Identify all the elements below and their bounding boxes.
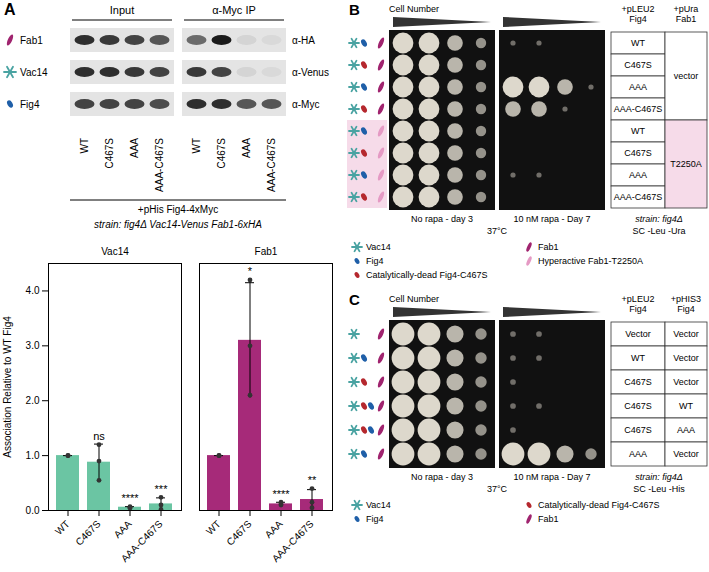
svg-text:No rapa - day 3: No rapa - day 3 xyxy=(411,214,473,224)
svg-text:AAA-C467S: AAA-C467S xyxy=(270,518,316,564)
svg-text:+pHis Fig4-4xMyc: +pHis Fig4-4xMyc xyxy=(138,204,218,215)
svg-text:WT: WT xyxy=(631,38,645,48)
svg-text:WT: WT xyxy=(679,401,693,411)
svg-text:Vector: Vector xyxy=(673,377,699,387)
svg-text:Vector: Vector xyxy=(673,329,699,339)
svg-text:Vac14: Vac14 xyxy=(101,246,129,257)
svg-text:Association Relative to WT Fig: Association Relative to WT Fig4 xyxy=(2,316,13,458)
svg-text:Vector: Vector xyxy=(625,329,651,339)
svg-text:Vector: Vector xyxy=(673,449,699,459)
svg-text:strain: fig4Δ: strain: fig4Δ xyxy=(635,472,683,482)
svg-text:3.0: 3.0 xyxy=(26,340,40,351)
svg-text:WT: WT xyxy=(79,138,90,154)
svg-text:Catalytically-dead Fig4-C467S: Catalytically-dead Fig4-C467S xyxy=(538,500,660,510)
svg-text:****: **** xyxy=(272,488,290,500)
svg-text:strain: fig4Δ Vac14-Venus Fab1: strain: fig4Δ Vac14-Venus Fab1-6xHA xyxy=(94,219,262,230)
svg-text:Fab1: Fab1 xyxy=(538,514,559,524)
svg-text:AAA-C467S: AAA-C467S xyxy=(614,104,663,114)
svg-text:4.0: 4.0 xyxy=(26,285,40,296)
svg-text:AAA-C467S: AAA-C467S xyxy=(614,192,663,202)
svg-text:Vac14: Vac14 xyxy=(366,242,391,252)
svg-text:α-Myc IP: α-Myc IP xyxy=(212,4,256,16)
svg-text:strain: fig4Δ: strain: fig4Δ xyxy=(635,214,683,224)
svg-text:Fab1: Fab1 xyxy=(20,35,43,46)
svg-text:AAA: AAA xyxy=(129,138,140,158)
svg-text:AAA: AAA xyxy=(241,138,252,158)
svg-text:AAA: AAA xyxy=(263,518,285,540)
svg-text:Fig4: Fig4 xyxy=(20,99,40,110)
svg-text:Fig4: Fig4 xyxy=(629,304,647,314)
svg-text:Fig4: Fig4 xyxy=(366,256,384,266)
svg-text:AAA-C467S: AAA-C467S xyxy=(266,138,277,192)
svg-text:Cell Number: Cell Number xyxy=(389,294,439,304)
svg-text:C467S: C467S xyxy=(624,401,652,411)
svg-text:AAA-C467S: AAA-C467S xyxy=(119,518,165,564)
svg-text:1.0: 1.0 xyxy=(26,450,40,461)
svg-text:Fab1: Fab1 xyxy=(676,14,697,24)
svg-text:C467S: C467S xyxy=(216,138,227,169)
svg-text:C467S: C467S xyxy=(73,518,103,548)
svg-text:α-Myc: α-Myc xyxy=(292,99,319,110)
svg-text:Vac14: Vac14 xyxy=(20,67,48,78)
svg-text:C467S: C467S xyxy=(104,138,115,169)
svg-text:WT: WT xyxy=(204,518,223,537)
svg-text:Fab1: Fab1 xyxy=(538,242,559,252)
svg-text:AAA: AAA xyxy=(629,449,647,459)
svg-text:WT: WT xyxy=(53,518,72,537)
svg-text:*: * xyxy=(248,265,253,277)
svg-text:AAA: AAA xyxy=(629,82,647,92)
svg-text:+pLEU2: +pLEU2 xyxy=(622,294,655,304)
svg-text:37°C: 37°C xyxy=(487,484,508,494)
svg-text:A: A xyxy=(4,1,16,18)
svg-text:WT: WT xyxy=(191,138,202,154)
svg-text:WT: WT xyxy=(631,353,645,363)
svg-text:2.0: 2.0 xyxy=(26,395,40,406)
svg-text:+pUra: +pUra xyxy=(674,4,699,14)
svg-text:AAA: AAA xyxy=(677,425,695,435)
svg-text:Fig4: Fig4 xyxy=(629,14,647,24)
svg-text:C467S: C467S xyxy=(624,60,652,70)
svg-text:Input: Input xyxy=(110,4,134,16)
svg-text:10 nM rapa - Day 7: 10 nM rapa - Day 7 xyxy=(513,214,590,224)
svg-text:WT: WT xyxy=(631,126,645,136)
svg-text:AAA-C467S: AAA-C467S xyxy=(154,138,165,192)
svg-text:****: **** xyxy=(121,492,139,504)
svg-text:C: C xyxy=(349,291,360,308)
svg-text:T2250A: T2250A xyxy=(670,159,702,169)
svg-text:C467S: C467S xyxy=(624,148,652,158)
svg-text:α-HA: α-HA xyxy=(292,35,315,46)
svg-text:Fig4: Fig4 xyxy=(677,304,695,314)
svg-text:**: ** xyxy=(308,474,317,486)
svg-text:vector: vector xyxy=(674,71,699,81)
svg-text:37°C: 37°C xyxy=(487,226,508,236)
svg-text:Catalytically-dead Fig4-C467S: Catalytically-dead Fig4-C467S xyxy=(366,270,488,280)
svg-text:C467S: C467S xyxy=(624,425,652,435)
svg-text:AAA: AAA xyxy=(629,170,647,180)
svg-text:C467S: C467S xyxy=(624,377,652,387)
svg-text:ns: ns xyxy=(93,430,105,442)
svg-text:10 nM rapa - Day 7: 10 nM rapa - Day 7 xyxy=(513,472,590,482)
svg-text:SC -Leu -His: SC -Leu -His xyxy=(633,484,685,494)
svg-text:***: *** xyxy=(155,483,169,495)
svg-text:SC -Leu -Ura: SC -Leu -Ura xyxy=(632,226,685,236)
svg-text:B: B xyxy=(349,1,360,18)
svg-text:+pHIS3: +pHIS3 xyxy=(671,294,701,304)
svg-text:Hyperactive Fab1-T2250A: Hyperactive Fab1-T2250A xyxy=(538,256,643,266)
svg-text:AAA: AAA xyxy=(112,518,134,540)
svg-text:α-Venus: α-Venus xyxy=(292,67,329,78)
svg-text:No rapa - day 3: No rapa - day 3 xyxy=(411,472,473,482)
svg-text:0.0: 0.0 xyxy=(26,505,40,516)
svg-text:Vector: Vector xyxy=(673,353,699,363)
svg-text:C467S: C467S xyxy=(224,518,254,548)
svg-text:Fig4: Fig4 xyxy=(366,514,384,524)
svg-text:Fab1: Fab1 xyxy=(255,246,278,257)
svg-text:Cell Number: Cell Number xyxy=(389,4,439,14)
svg-text:+pLEU2: +pLEU2 xyxy=(622,4,655,14)
svg-text:Vac14: Vac14 xyxy=(366,500,391,510)
